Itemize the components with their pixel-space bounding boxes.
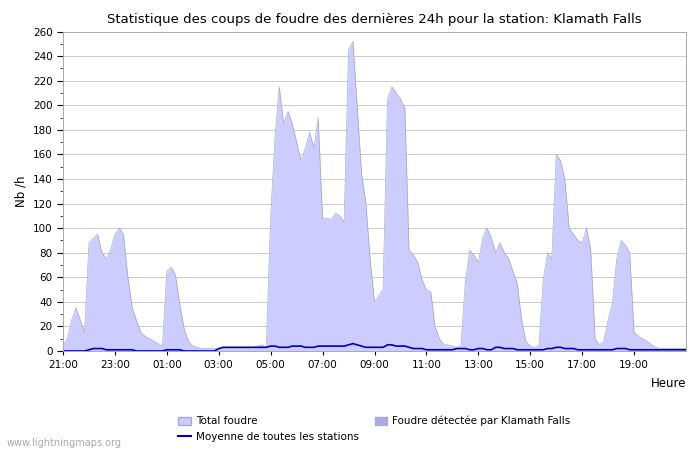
Legend: Total foudre, Moyenne de toutes les stations, Foudre détectée par Klamath Falls: Total foudre, Moyenne de toutes les stat… — [178, 416, 570, 441]
Y-axis label: Nb /h: Nb /h — [14, 176, 27, 207]
Title: Statistique des coups de foudre des dernières 24h pour la station: Klamath Falls: Statistique des coups de foudre des dern… — [107, 13, 642, 26]
Text: Heure: Heure — [650, 377, 686, 390]
Text: www.lightningmaps.org: www.lightningmaps.org — [7, 438, 122, 448]
